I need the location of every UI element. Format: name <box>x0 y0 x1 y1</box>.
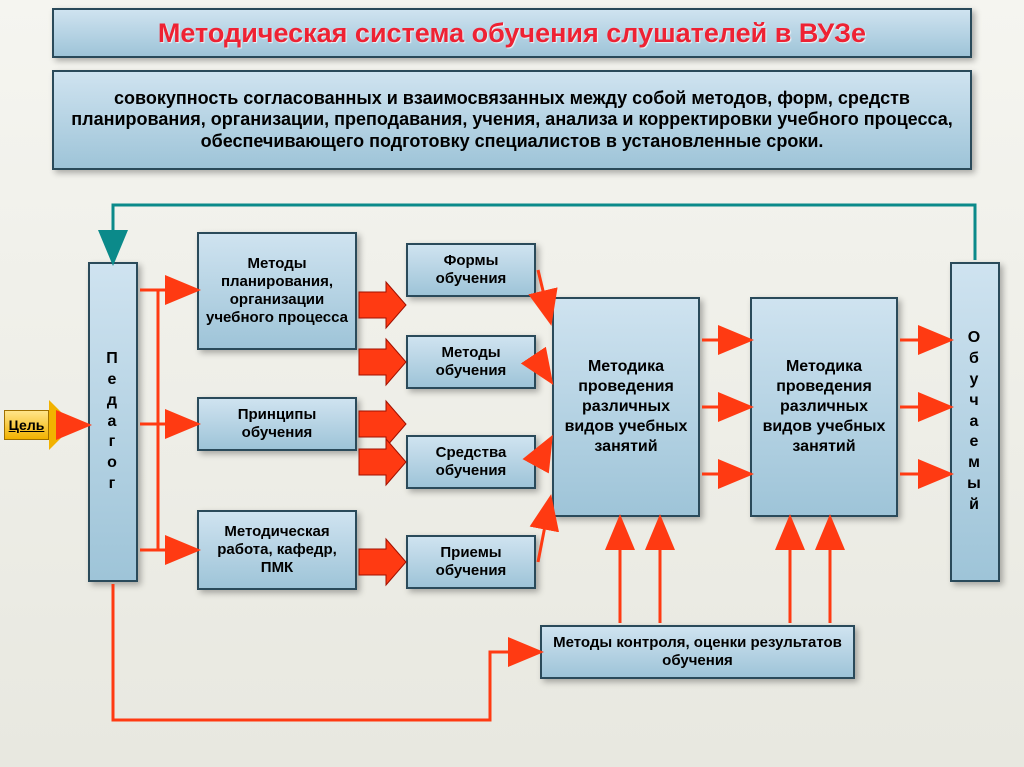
block-arrow <box>359 282 406 328</box>
node-label: Методы контроля, оценки результатов обуч… <box>546 634 849 670</box>
node-method-work: Методическая работа, кафедр, ПМК <box>197 510 357 590</box>
goal-arrow-head <box>49 400 74 450</box>
subtitle-text: совокупность согласованных и взаимосвяза… <box>70 88 954 153</box>
title-box: Методическая система обучения слушателей… <box>52 8 972 58</box>
block-arrow <box>359 439 406 485</box>
goal-arrow: Цель <box>4 400 74 450</box>
node-label: Формы обучения <box>412 252 530 288</box>
node-methods-plan: Методы планирования, организации учебног… <box>197 232 357 350</box>
node-label: Методы обучения <box>412 344 530 380</box>
subtitle-box: совокупность согласованных и взаимосвяза… <box>52 70 972 170</box>
node-pedagog-label: гогадеП <box>106 349 120 495</box>
node-method2: Методика проведения различных видов учеб… <box>750 297 898 517</box>
node-label: Принципы обучения <box>203 406 351 442</box>
node-ways: Приемы обучения <box>406 535 536 589</box>
node-method1: Методика проведения различных видов учеб… <box>552 297 700 517</box>
node-label: Методическая работа, кафедр, ПМК <box>203 523 351 577</box>
node-methods: Методы обучения <box>406 335 536 389</box>
node-label: Методика проведения различных видов учеб… <box>758 357 890 457</box>
block-arrow <box>359 539 406 585</box>
node-pedagog: гогадеП <box>88 262 138 582</box>
node-label: Средства обучения <box>412 444 530 480</box>
node-control: Методы контроля, оценки результатов обуч… <box>540 625 855 679</box>
node-forms: Формы обучения <box>406 243 536 297</box>
title-text: Методическая система обучения слушателей… <box>158 18 866 49</box>
block-arrow <box>359 401 406 447</box>
node-principles: Принципы обучения <box>197 397 357 451</box>
node-label: Методы планирования, организации учебног… <box>203 255 351 327</box>
node-student: йымеачубО <box>950 262 1000 582</box>
node-student-label: йымеачубО <box>967 328 983 515</box>
diagram-canvas: Методическая система обучения слушателей… <box>0 0 1024 767</box>
node-label: Методика проведения различных видов учеб… <box>560 357 692 457</box>
node-label: Приемы обучения <box>412 544 530 580</box>
block-arrow <box>359 339 406 385</box>
node-means: Средства обучения <box>406 435 536 489</box>
goal-label: Цель <box>4 410 49 440</box>
